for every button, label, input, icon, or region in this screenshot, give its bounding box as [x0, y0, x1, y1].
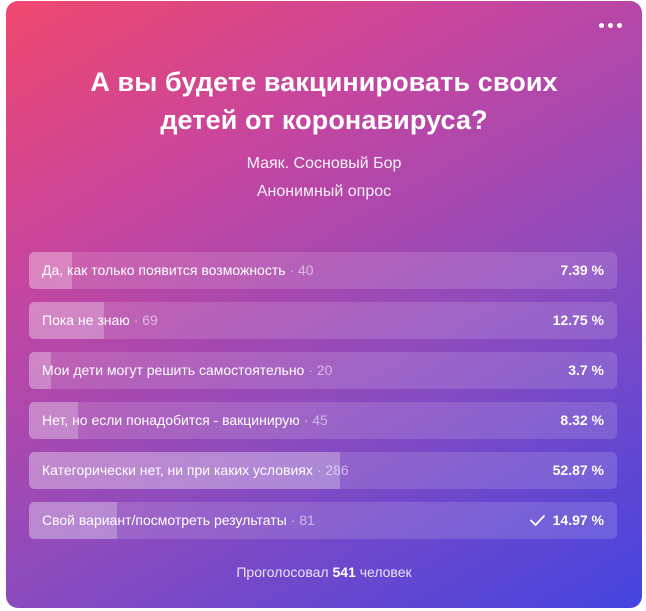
poll-option[interactable]: Мои дети могут решить самостоятельно · 2… [29, 352, 617, 389]
option-percent: 8.32 % [560, 412, 604, 428]
option-label: Нет, но если понадобится - вакцинирую [42, 412, 300, 428]
option-percent: 12.75 % [552, 312, 604, 328]
option-count: 69 [142, 312, 158, 328]
option-label: Категорически нет, ни при каких условиях [42, 462, 313, 478]
option-fill [29, 452, 340, 489]
option-count: 20 [316, 362, 333, 378]
option-percent: 3.7 % [568, 362, 604, 378]
more-options-button[interactable] [599, 23, 622, 28]
poll-option[interactable]: Категорически нет, ни при каких условиях… [29, 452, 617, 489]
poll-type: Анонимный опрос [256, 183, 392, 200]
option-percent: 7.39 % [560, 262, 604, 278]
option-count: 81 [299, 512, 315, 528]
poll-option[interactable]: Да, как только появится возможность · 40… [29, 252, 617, 289]
option-label: Свой вариант/посмотреть результаты [42, 512, 287, 528]
poll-option[interactable]: Свой вариант/посмотреть результаты · 81 … [29, 502, 617, 539]
option-label: Мои дети могут решить самостоятельно [42, 362, 305, 378]
poll-author[interactable]: Маяк. Сосновый Бор [246, 155, 402, 172]
option-percent: 52.87 % [552, 462, 604, 478]
poll-option[interactable]: Нет, но если понадобится - вакцинирую · … [29, 402, 617, 439]
option-label: Да, как только появится возможность [42, 262, 286, 278]
poll-card: А вы будете вакцинировать своих детей от… [6, 1, 642, 608]
more-horizontal-icon [599, 23, 604, 28]
more-horizontal-icon [608, 23, 613, 28]
option-fill [29, 302, 104, 339]
option-percent: 14.97 % [552, 512, 604, 528]
option-fill [29, 502, 118, 539]
poll-options: Да, как только появится возможность · 40… [29, 252, 617, 552]
poll-option[interactable]: Пока не знаю · 69 12.75 % [29, 302, 617, 339]
poll-title: А вы будете вакцинировать своих детей от… [90, 67, 558, 135]
more-horizontal-icon [617, 23, 622, 28]
voters-suffix: человек [359, 564, 412, 580]
poll-footer: Проголосовал 541 человек [6, 564, 642, 580]
option-fill [29, 352, 51, 389]
voted-label: Проголосовал [236, 564, 329, 580]
check-icon [529, 515, 545, 526]
option-label: Пока не знаю [42, 312, 130, 328]
option-count: 286 [325, 462, 349, 478]
option-count: 40 [298, 262, 314, 278]
total-voters: 541 [332, 564, 356, 580]
option-fill [29, 402, 78, 439]
option-count: 45 [312, 412, 328, 428]
option-fill [29, 252, 73, 289]
